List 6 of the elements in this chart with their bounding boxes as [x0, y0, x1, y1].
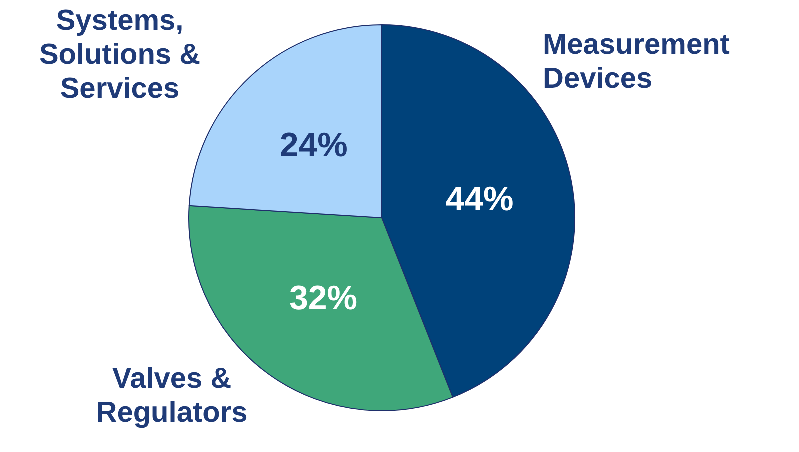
data-label: 32%: [289, 279, 358, 318]
data-label: 44%: [446, 180, 514, 218]
slice-label: Measurement Devices: [543, 29, 730, 95]
slice-label: Systems, Solutions & Services: [39, 5, 201, 105]
data-label: 24%: [280, 126, 348, 164]
slice-label: Valves & Regulators: [96, 363, 248, 429]
